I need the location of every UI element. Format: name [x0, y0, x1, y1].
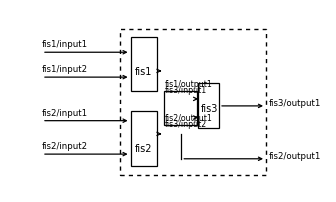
Bar: [130, 37, 157, 91]
Text: fis2: fis2: [135, 144, 152, 155]
Text: fis3/output1: fis3/output1: [268, 99, 321, 108]
Text: fis2/output1: fis2/output1: [268, 152, 321, 161]
Text: fis2/input2: fis2/input2: [42, 142, 88, 151]
Bar: [120, 29, 266, 175]
Text: fis1/input1: fis1/input1: [42, 40, 88, 49]
Bar: [164, 91, 197, 125]
Text: fis1: fis1: [135, 67, 152, 77]
Text: fis3/input1: fis3/input1: [165, 86, 207, 95]
Text: fis2/output1: fis2/output1: [165, 114, 213, 123]
Bar: [130, 111, 157, 166]
Bar: [198, 83, 219, 128]
Text: fis2/input1: fis2/input1: [42, 108, 88, 118]
Text: fis3/input2: fis3/input2: [165, 120, 207, 129]
Text: fis1/output1: fis1/output1: [165, 80, 213, 89]
Text: fis1/input2: fis1/input2: [42, 65, 88, 74]
Text: fis3: fis3: [201, 104, 219, 114]
